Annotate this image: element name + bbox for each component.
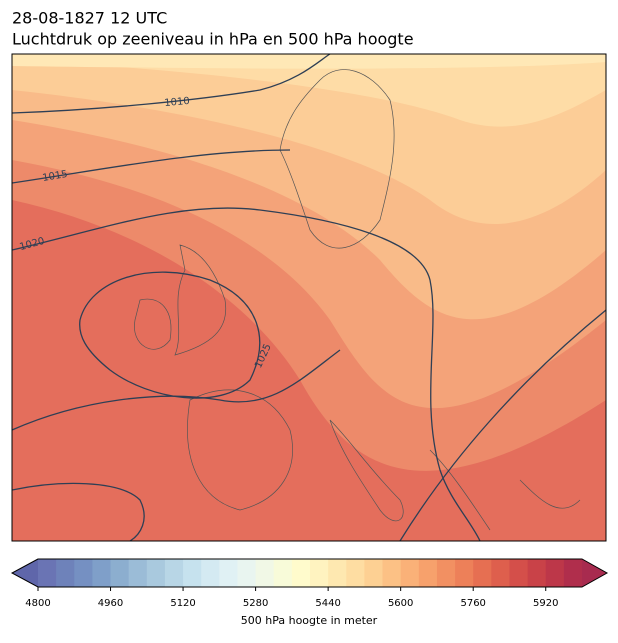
isobar-label: 1015 bbox=[42, 169, 69, 184]
colorbar-tick-label: 5600 bbox=[388, 598, 413, 609]
date-title: 28-08-1827 12 UTC bbox=[12, 9, 167, 28]
colorbar-bin bbox=[110, 559, 130, 587]
colorbar-bin bbox=[455, 559, 474, 587]
colorbar-bin bbox=[273, 559, 293, 587]
isobars bbox=[12, 54, 606, 541]
colorbar-bin bbox=[400, 559, 420, 587]
colorbar-bin bbox=[310, 559, 329, 587]
colorbar-bin bbox=[128, 559, 148, 587]
colorbar-bin bbox=[201, 559, 220, 587]
colorbar-tick-label: 5120 bbox=[170, 598, 195, 609]
colorbar-over bbox=[582, 559, 607, 587]
colorbar-bin bbox=[473, 559, 492, 587]
colorbar-bin bbox=[491, 559, 510, 587]
colorbar-bin bbox=[255, 559, 275, 587]
colorbar-label: 500 hPa hoogte in meter bbox=[241, 614, 378, 627]
colorbar-bin bbox=[328, 559, 347, 587]
map-title: Luchtdruk op zeeniveau in hPa en 500 hPa… bbox=[12, 30, 414, 49]
colorbar-bin bbox=[545, 559, 565, 587]
coastline bbox=[134, 69, 581, 531]
map-frame bbox=[11, 53, 607, 542]
colorbar-tick-label: 4800 bbox=[25, 598, 50, 609]
colorbar-bin bbox=[418, 559, 438, 587]
map: 1010 1015 1020 1025 bbox=[12, 54, 606, 541]
colorbar-bin bbox=[527, 559, 547, 587]
colorbar-bin bbox=[509, 559, 529, 587]
colorbar-outline bbox=[10, 558, 609, 588]
colorbar-bin bbox=[183, 559, 202, 587]
colorbar-bin bbox=[563, 559, 583, 587]
colorbar-bin bbox=[92, 559, 112, 587]
isobar-label: 1010 bbox=[164, 96, 190, 109]
colorbar-bin bbox=[436, 559, 456, 587]
colorbar-tick-label: 5920 bbox=[533, 598, 558, 609]
colorbar-bin bbox=[38, 559, 57, 587]
colorbar-bin bbox=[74, 559, 93, 587]
colorbar-bin bbox=[56, 559, 75, 587]
colorbar-tick-label: 5440 bbox=[315, 598, 340, 609]
colorbar-bin bbox=[364, 559, 384, 587]
colorbar: 4800 4960 5120 5280 5440 5600 5760 5920 bbox=[10, 558, 609, 609]
colorbar-bin bbox=[237, 559, 257, 587]
colorbar-bin bbox=[346, 559, 365, 587]
colorbar-bin bbox=[146, 559, 166, 587]
colorbar-tick-label: 5280 bbox=[243, 598, 268, 609]
colorbar-tick-label: 4960 bbox=[98, 598, 123, 609]
colorbar-under bbox=[12, 559, 38, 587]
colorbar-bin bbox=[382, 559, 402, 587]
colorbar-bin bbox=[291, 559, 311, 587]
colorbar-bin bbox=[164, 559, 184, 587]
colorbar-tick-label: 5760 bbox=[460, 598, 485, 609]
colorbar-bin bbox=[219, 559, 238, 587]
